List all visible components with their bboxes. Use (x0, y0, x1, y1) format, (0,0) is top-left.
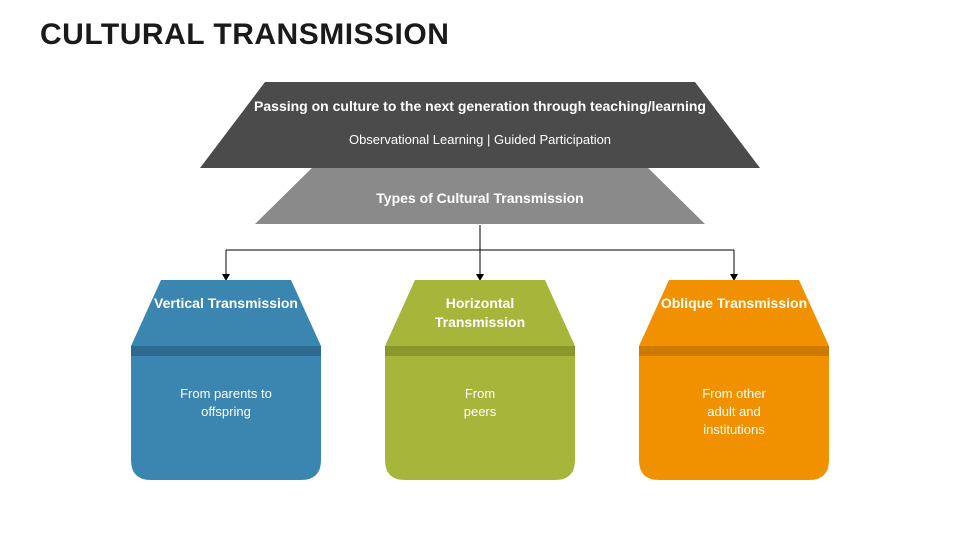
cards-row: Vertical Transmission From parents to off… (0, 280, 960, 480)
top-block-heading: Passing on culture to the next generatio… (200, 98, 760, 114)
card-desc: From peers (385, 385, 575, 421)
card-title: Oblique Transmission (639, 294, 829, 313)
card-title: Vertical Transmission (131, 294, 321, 313)
transmission-card: Vertical Transmission From parents to off… (131, 280, 321, 480)
top-trapezoid (200, 82, 760, 168)
card-desc: From parents to offspring (131, 385, 321, 421)
top-block-subheading: Observational Learning | Guided Particip… (200, 132, 760, 147)
mid-block-heading: Types of Cultural Transmission (200, 190, 760, 206)
transmission-card: Horizontal Transmission From peers (385, 280, 575, 480)
card-desc: From other adult and institutions (639, 385, 829, 440)
transmission-card: Oblique Transmission From other adult and… (639, 280, 829, 480)
card-title: Horizontal Transmission (385, 294, 575, 332)
page-title: CULTURAL TRANSMISSION (40, 18, 449, 52)
